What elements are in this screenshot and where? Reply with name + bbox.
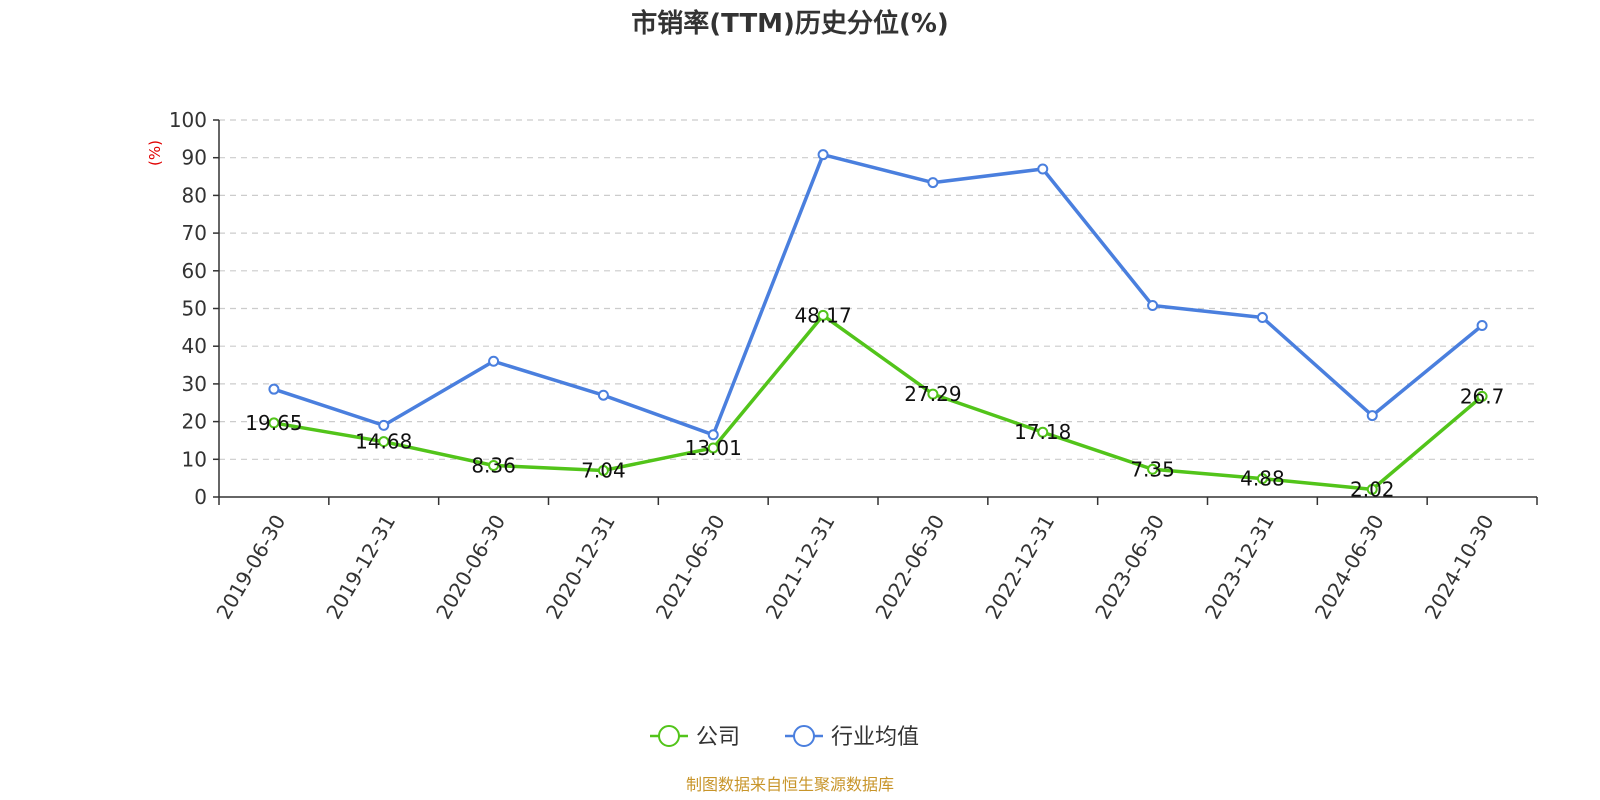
x-tick-label: 2023-12-31 [1200,511,1279,624]
legend-item-1[interactable]: 行业均值 [785,725,919,750]
grid-lines [219,119,1537,460]
data-labels: 19.65 14.68 8.36 7.04 13.01 48.17 27.29 17.18 7.… [245,303,1504,501]
y-axis-label: (%) [146,140,164,166]
y-tick-label: 80 [182,183,207,207]
x-tick-label: 2022-06-30 [870,511,949,624]
data-point[interactable] [378,436,390,448]
y-tick-label: 40 [182,334,207,358]
y-tick-label: 20 [182,410,207,434]
legend-marker-icon [658,725,680,747]
data-point[interactable] [1037,163,1049,175]
data-point[interactable] [927,388,939,400]
data-label: 7.04 [581,458,626,482]
data-point[interactable] [597,389,609,401]
data-point[interactable] [707,429,719,441]
x-tick-label: 2024-06-30 [1310,511,1389,624]
axes: 0 10 20 30 40 50 60 70 80 90 100 2019-06-30 2019-12-… [169,108,1538,624]
y-tick-label: 70 [182,221,207,245]
x-tick-label: 2022-12-31 [980,511,1059,624]
data-point[interactable] [1037,426,1049,438]
data-point[interactable] [927,177,939,189]
x-tick-label: 2021-12-31 [761,511,840,624]
legend-item-0[interactable]: 公司 [650,725,740,750]
data-point[interactable] [707,442,719,454]
data-label: 2.02 [1350,477,1395,501]
x-tick-label: 2020-06-30 [431,511,510,624]
legend[interactable]: 公司 行业均值 [650,725,919,750]
data-label: 14.68 [355,430,412,454]
x-tick-label: 2023-06-30 [1090,511,1169,624]
y-tick-label: 90 [182,146,207,170]
data-point[interactable] [268,383,280,395]
legend-label: 公司 [696,725,740,750]
data-point[interactable] [1476,390,1488,402]
y-tick-label: 30 [182,372,207,396]
data-point[interactable] [488,459,500,471]
data-label: 17.18 [1014,420,1071,444]
data-point[interactable] [1256,312,1268,324]
series-layer [268,149,1488,495]
x-tick-label: 2020-12-31 [541,511,620,624]
series-line [273,152,1484,437]
series-line [273,313,1484,492]
data-label: 19.65 [245,411,302,435]
data-label: 4.88 [1240,467,1285,491]
data-point[interactable] [817,149,829,161]
series-1 [268,149,1488,441]
data-point[interactable] [1366,483,1378,495]
data-point[interactable] [268,417,280,429]
data-label: 26.7 [1460,384,1505,408]
legend-marker-icon [793,725,815,747]
y-tick-label: 50 [182,297,207,321]
data-point[interactable] [378,419,390,431]
data-source-note: 制图数据来自恒生聚源数据库 [686,775,894,794]
y-tick-label: 60 [182,259,207,283]
data-label: 13.01 [685,436,742,460]
x-tick-label: 2021-06-30 [651,511,730,624]
x-tick-label: 2019-12-31 [321,511,400,624]
data-label: 48.17 [794,303,851,327]
y-tick-label: 10 [182,447,207,471]
series-0 [268,309,1488,495]
data-point[interactable] [1256,473,1268,485]
x-tick-label: 2019-06-30 [211,511,290,624]
data-point[interactable] [1147,463,1159,475]
data-point[interactable] [1476,319,1488,331]
data-point[interactable] [817,309,829,321]
data-point[interactable] [1147,299,1159,311]
y-tick-label: 100 [169,108,207,132]
data-label: 7.35 [1130,457,1175,481]
chart-title: 市销率(TTM)历史分位(%) [631,8,949,39]
legend-label: 行业均值 [831,725,919,750]
data-point[interactable] [1366,410,1378,422]
x-tick-label: 2024-10-30 [1420,511,1499,624]
y-tick-label: 0 [194,485,207,509]
data-point[interactable] [597,464,609,476]
data-label: 8.36 [471,453,516,477]
data-point[interactable] [488,355,500,367]
data-label: 27.29 [904,382,961,406]
